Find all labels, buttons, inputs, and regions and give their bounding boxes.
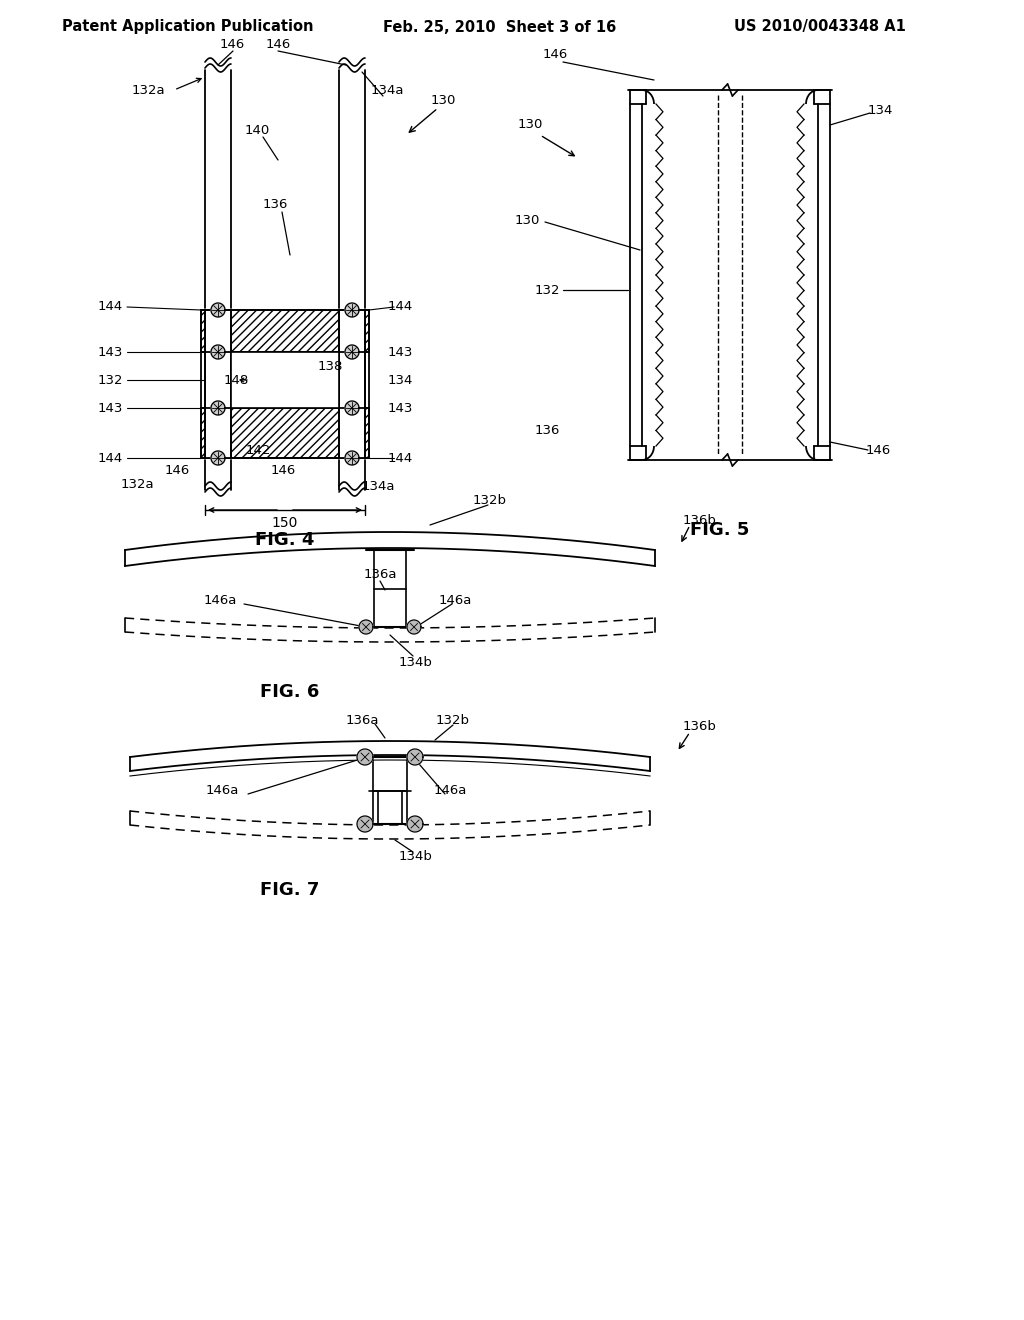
Text: 134: 134 [387,374,413,387]
Text: Feb. 25, 2010  Sheet 3 of 16: Feb. 25, 2010 Sheet 3 of 16 [383,20,616,34]
FancyBboxPatch shape [340,310,365,458]
Text: Patent Application Publication: Patent Application Publication [62,20,313,34]
Text: 132: 132 [535,284,560,297]
Text: 142: 142 [246,444,270,457]
Text: 140: 140 [245,124,269,136]
Text: 136a: 136a [364,569,396,582]
Text: 146: 146 [219,38,245,51]
Text: 130: 130 [514,214,540,227]
Polygon shape [359,620,373,634]
Text: 132: 132 [97,374,123,387]
Text: 143: 143 [97,401,123,414]
Text: US 2010/0043348 A1: US 2010/0043348 A1 [734,20,906,34]
Polygon shape [407,620,421,634]
Text: 132a: 132a [131,83,165,96]
Polygon shape [211,451,225,465]
Polygon shape [211,401,225,414]
Text: 136b: 136b [683,513,717,527]
Polygon shape [211,304,225,317]
Text: 138: 138 [317,360,343,374]
Text: 146a: 146a [433,784,467,796]
Text: 146: 146 [543,49,567,62]
FancyBboxPatch shape [206,310,230,458]
Polygon shape [407,748,423,766]
Polygon shape [345,401,359,414]
Polygon shape [345,451,359,465]
Polygon shape [357,748,373,766]
Text: 134b: 134b [398,850,432,863]
Text: 130: 130 [517,119,543,132]
Text: FIG. 4: FIG. 4 [255,531,314,549]
Text: 144: 144 [97,301,123,314]
Text: 134b: 134b [398,656,432,668]
Text: 146: 146 [270,463,296,477]
Text: 144: 144 [97,451,123,465]
Text: FIG. 6: FIG. 6 [260,682,319,701]
Text: 136a: 136a [345,714,379,726]
Text: 132a: 132a [120,479,154,491]
Text: 143: 143 [387,401,413,414]
Text: FIG. 5: FIG. 5 [690,521,750,539]
Text: 144: 144 [387,301,413,314]
Text: 146a: 146a [438,594,472,606]
Polygon shape [345,304,359,317]
Text: 146a: 146a [206,784,239,796]
Text: 136b: 136b [683,719,717,733]
Text: 136: 136 [262,198,288,211]
Text: 134a: 134a [371,83,403,96]
Text: 150: 150 [271,516,298,531]
Polygon shape [357,816,373,832]
Text: 143: 143 [97,346,123,359]
Text: 146a: 146a [204,594,237,606]
Text: 130: 130 [430,94,456,107]
Text: 134a: 134a [361,480,394,494]
Polygon shape [211,345,225,359]
Polygon shape [407,816,423,832]
Text: 146: 146 [165,463,189,477]
FancyBboxPatch shape [231,352,339,408]
Text: 136: 136 [535,424,560,437]
Text: 143: 143 [387,346,413,359]
Text: 132b: 132b [436,714,470,726]
Text: 132b: 132b [473,494,507,507]
Polygon shape [345,345,359,359]
Text: 144: 144 [387,451,413,465]
Text: 134: 134 [867,103,893,116]
Text: 146: 146 [865,444,891,457]
FancyBboxPatch shape [201,408,369,458]
Text: 148: 148 [223,374,249,387]
Text: FIG. 7: FIG. 7 [260,880,319,899]
FancyBboxPatch shape [201,310,369,352]
Text: 146: 146 [265,38,291,51]
